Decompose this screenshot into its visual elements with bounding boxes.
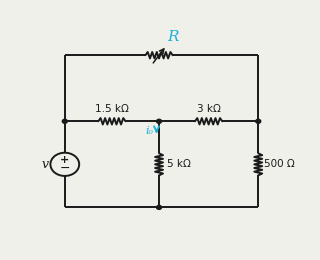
Circle shape xyxy=(62,119,67,123)
Text: +: + xyxy=(60,155,69,165)
Text: 1.5 kΩ: 1.5 kΩ xyxy=(95,104,129,114)
Text: v: v xyxy=(42,158,49,171)
Text: 5 kΩ: 5 kΩ xyxy=(167,159,191,169)
Text: 500 Ω: 500 Ω xyxy=(264,159,295,169)
Text: 3 kΩ: 3 kΩ xyxy=(197,104,220,114)
Text: −: − xyxy=(60,162,70,175)
Text: i₀: i₀ xyxy=(146,126,154,136)
Circle shape xyxy=(156,205,162,209)
Circle shape xyxy=(156,119,162,123)
Text: R: R xyxy=(167,30,179,44)
Circle shape xyxy=(256,119,261,123)
